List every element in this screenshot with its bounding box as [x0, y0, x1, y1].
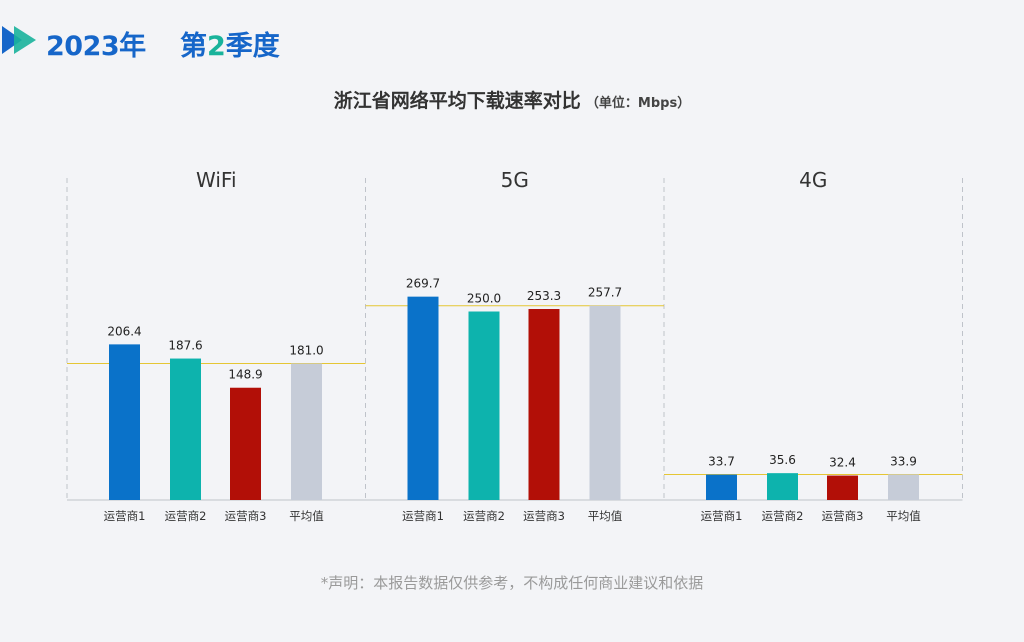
bar: [528, 309, 560, 500]
category-label: 运营商3: [225, 509, 267, 523]
quarter-number: 2: [207, 31, 226, 62]
data-label: 33.7: [708, 455, 735, 469]
data-label: 32.4: [829, 456, 856, 470]
quarter-prefix: 第: [180, 31, 207, 62]
category-label: 平均值: [588, 509, 623, 523]
category-label: 运营商3: [523, 509, 565, 523]
disclaimer-footnote: *声明：本报告数据仅供参考，不构成任何商业建议和依据: [320, 574, 704, 592]
chart-title: 浙江省网络平均下载速率对比 （单位：Mbps）: [0, 86, 1024, 113]
data-label: 269.7: [406, 277, 440, 291]
group-title: WiFi: [196, 168, 237, 192]
data-label: 257.7: [588, 286, 622, 300]
data-label: 253.3: [527, 289, 561, 303]
category-label: 运营商1: [701, 509, 743, 523]
bar: [888, 474, 919, 500]
bar: [767, 473, 798, 500]
bar: [170, 358, 201, 500]
bar: [407, 296, 439, 500]
header-quarter: 第2季度: [180, 24, 280, 63]
data-label: 35.6: [769, 453, 796, 467]
category-label: 运营商2: [762, 509, 804, 523]
data-label: 250.0: [467, 292, 501, 306]
data-label: 33.9: [890, 454, 917, 468]
quarter-suffix: 季度: [225, 31, 280, 62]
category-label: 运营商3: [822, 509, 864, 523]
group-title: 5G: [501, 168, 529, 192]
category-label: 运营商2: [463, 509, 505, 523]
bar: [827, 475, 858, 500]
category-label: 平均值: [886, 509, 921, 523]
category-label: 运营商2: [165, 509, 207, 523]
bar: [589, 305, 621, 500]
header-year: 2023年: [46, 31, 146, 62]
data-label: 206.4: [107, 324, 141, 338]
data-label: 148.9: [228, 368, 262, 382]
bar: [109, 344, 140, 500]
category-label: 平均值: [289, 509, 324, 523]
bar: [230, 387, 261, 500]
data-label: 181.0: [289, 344, 323, 358]
bar: [291, 363, 322, 500]
data-label: 187.6: [168, 339, 202, 353]
category-label: 运营商1: [104, 509, 146, 523]
bar: [706, 474, 737, 500]
chart-title-unit: （单位：Mbps）: [585, 96, 691, 111]
report-header: 2023年 第2季度: [0, 20, 400, 63]
category-label: 运营商1: [402, 509, 444, 523]
chart-title-main: 浙江省网络平均下载速率对比: [333, 90, 581, 112]
group-title: 4G: [799, 168, 827, 192]
download-speed-chart: WiFi 206.4 运营商1 187.6 运营商2 148.9 运营商3 181.0 平均值 5…: [66, 168, 963, 523]
bar: [468, 311, 500, 500]
play-logo-icon: [2, 26, 36, 54]
